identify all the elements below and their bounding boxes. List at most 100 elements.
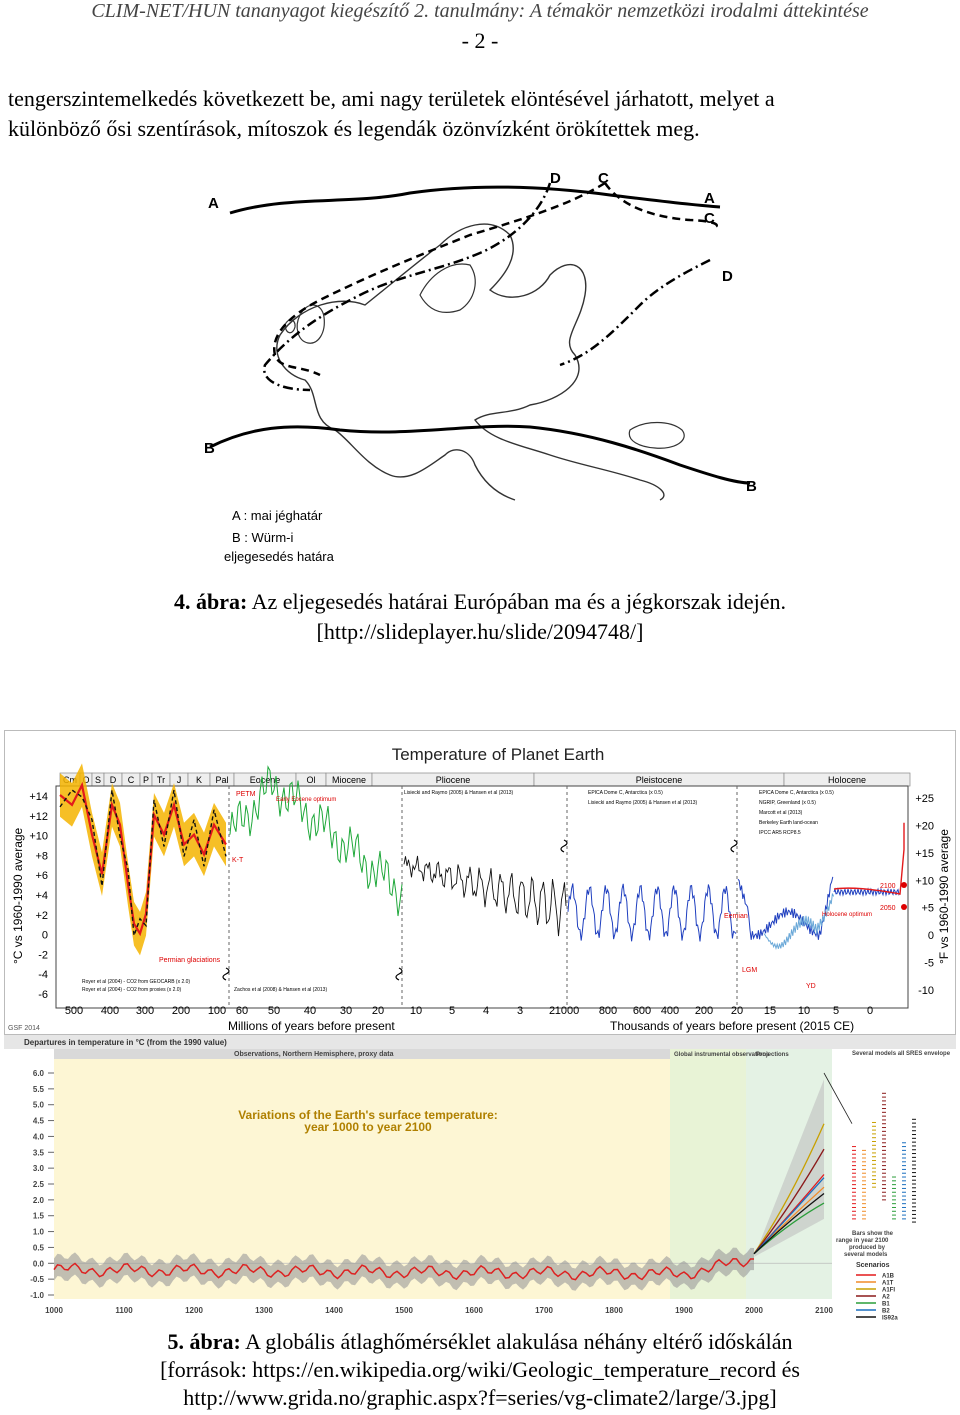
b-x-tick-5: 1500	[395, 1306, 413, 1315]
x-tick-5: 60	[236, 1005, 248, 1017]
map-letter-c-top: C	[598, 170, 609, 187]
chart-b-range-bars	[852, 1092, 916, 1223]
y-tick-left-10: -6	[38, 989, 48, 1001]
y-tick-left-1: +12	[29, 811, 48, 823]
period-label-10: Eocene	[250, 775, 281, 785]
chart-b-y-ticks: 6.0 5.5 5.0 4.5 4.0 3.5 3.0 2.5 2.0 1.5 1.0 0.5 0.0 -…	[30, 1069, 54, 1300]
scenario-label-4: B1	[882, 1302, 890, 1308]
x-tick-8: 30	[340, 1005, 352, 1017]
running-header: CLIM-NET/HUN tananyagot kiegészítő 2. ta…	[91, 0, 869, 22]
y-axis-label-left: °C vs 1960-1990 average	[11, 827, 25, 964]
figure5-caption-text: A globális átlaghőmérséklet alakulása né…	[240, 1329, 793, 1354]
b-y-tick-1: 5.5	[33, 1085, 45, 1094]
x-ticks: 500 400 300 200 100 60 50 40 30 20 10 5 4 3 2 1000 800 60…	[65, 1005, 873, 1017]
annotation-lgm: LGM	[742, 967, 757, 974]
b-y-tick-0: 6.0	[33, 1069, 45, 1078]
b-scenario-line-5	[753, 1177, 825, 1255]
source-ipcc: IPCC AR5 RCP8.5	[759, 830, 801, 836]
annotation-yd: YD	[806, 983, 816, 990]
marker-2100	[901, 882, 907, 888]
chart-title: Temperature of Planet Earth	[392, 745, 605, 764]
source-epica-2: EPICA Dome C, Antarctica (x 0.5)	[759, 790, 834, 796]
chart-b-header: Departures in temperature in °C (from th…	[24, 1038, 227, 1047]
b-pointer-line	[823, 1072, 853, 1124]
b-y-tick-4: 4.0	[33, 1132, 45, 1141]
scenario-label-0: A1B	[882, 1274, 895, 1280]
annotation-2100: 2100	[880, 883, 896, 890]
x-tick-15: 1000	[555, 1005, 579, 1017]
british-isles-outline	[284, 304, 325, 344]
x-tick-17: 600	[633, 1005, 651, 1017]
period-label-7: J	[177, 775, 182, 785]
y-tick-right-1: +20	[915, 820, 934, 832]
b-y-tick-14: -1.0	[30, 1291, 44, 1300]
b-scenario-line-2	[753, 1123, 825, 1255]
x-tick-22: 10	[798, 1005, 810, 1017]
scandinavia-outline	[419, 263, 476, 313]
gsf-label: GSF 2014	[8, 1025, 40, 1032]
period-label-5: P	[143, 775, 149, 785]
line-a-current-ice-limit	[229, 185, 721, 215]
x-tick-1: 400	[101, 1005, 119, 1017]
band-global-instrumental: Global instrumental observations	[674, 1052, 770, 1058]
source-lisiecki-1: Lisiecki and Raymo (2005) & Hansen et al…	[404, 790, 514, 796]
source-ngrip: NGRIP, Greenland (x 0.5)	[759, 800, 816, 806]
black-sea-outline	[628, 421, 685, 449]
bars-note-4: several models	[844, 1252, 888, 1258]
figure5-caption-line3: http://www.grida.no/graphic.aspx?f=serie…	[183, 1385, 777, 1410]
annotation-petm: PETM	[236, 791, 256, 798]
y-tick-left-8: -2	[38, 949, 48, 961]
source-zachos: Zachos et al (2008) & Hansen et al (2013…	[234, 987, 327, 993]
period-label-1: O	[82, 775, 89, 785]
annotation-eocene-optimum: Early Eocene optimum	[276, 797, 336, 803]
source-berkeley: Berkeley Earth land-ocean	[759, 820, 818, 826]
x-tick-16: 800	[599, 1005, 617, 1017]
models-note: Several models all SRES envelope	[852, 1051, 951, 1057]
x-axis-label-left: Millions of years before present	[228, 1019, 395, 1033]
y-axis-label-right: °F vs 1960-1990 average	[937, 829, 951, 964]
b-y-tick-13: -0.5	[30, 1275, 44, 1284]
annotation-eemian: Eemian	[724, 913, 748, 920]
y-tick-right-5: 0	[928, 930, 934, 942]
b-y-tick-6: 3.0	[33, 1164, 45, 1173]
series-group	[59, 763, 905, 981]
annotation-kt: K-T	[232, 857, 244, 864]
x-tick-9: 20	[372, 1005, 384, 1017]
x-tick-18: 400	[661, 1005, 679, 1017]
b-x-tick-6: 1600	[465, 1306, 483, 1315]
x-tick-13: 3	[517, 1005, 523, 1017]
plio-pleistocene-black-line	[403, 855, 567, 937]
line-c-dashed	[272, 181, 718, 377]
x-tick-24: 0	[867, 1005, 873, 1017]
annotation-permian: Permian glaciations	[159, 957, 221, 964]
y-tick-left-4: +6	[35, 870, 48, 882]
band-observations: Observations, Northern Hemisphere, proxy…	[234, 1051, 394, 1058]
y-tick-left-3: +8	[35, 850, 48, 862]
axis-break-0	[222, 967, 230, 981]
map-letter-d-top: D	[550, 170, 561, 187]
period-label-11: Ol	[307, 775, 316, 785]
y-tick-left-5: +4	[35, 890, 48, 902]
x-tick-21: 15	[764, 1005, 776, 1017]
y-ticks-right: +25 +20 +15 +10 +5 0 -5 -10	[915, 793, 934, 997]
line-b-wurm-limit	[209, 424, 751, 485]
scenario-label-3: A2	[882, 1295, 890, 1301]
b-y-tick-2: 5.0	[33, 1101, 45, 1110]
period-label-13: Pliocene	[436, 775, 471, 785]
period-label-8: K	[196, 775, 202, 785]
figure4-source: [http://slideplayer.hu/slide/2094748/]	[316, 619, 644, 644]
b-scenario-line-6	[753, 1192, 825, 1255]
b-x-tick-3: 1300	[255, 1306, 273, 1315]
scenarios-title: Scenarios	[856, 1262, 890, 1269]
scenario-label-6: IS92a	[882, 1316, 898, 1322]
b-y-tick-3: 4.5	[33, 1117, 45, 1126]
x-tick-10: 10	[410, 1005, 422, 1017]
period-label-14: Pleistocene	[636, 775, 683, 785]
legend-b-line2: eljegesedés határa	[224, 549, 334, 564]
x-tick-7: 40	[304, 1005, 316, 1017]
cenozoic-green-line	[229, 765, 403, 917]
ngrip-lightblue-line	[763, 893, 835, 950]
x-axis-label-right: Thousands of years before present (2015 …	[610, 1019, 854, 1033]
period-label-3: D	[110, 775, 117, 785]
